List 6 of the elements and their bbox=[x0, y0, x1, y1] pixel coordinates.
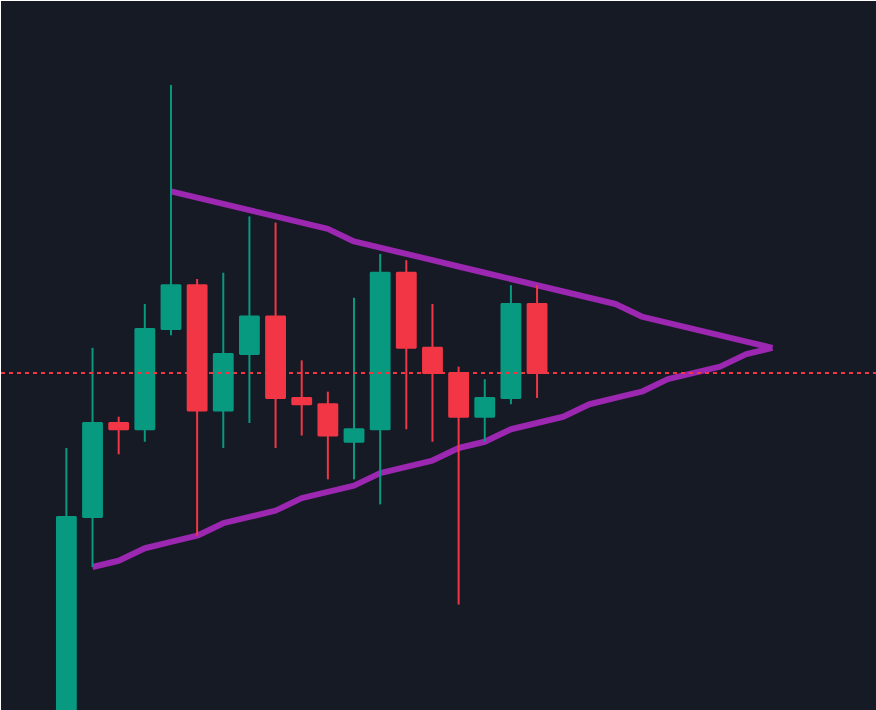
candlestick bbox=[343, 296, 365, 481]
candlestick bbox=[160, 83, 182, 337]
candlestick bbox=[474, 378, 496, 443]
candlestick bbox=[239, 215, 260, 424]
candlestick bbox=[108, 415, 130, 456]
candlestick bbox=[317, 390, 339, 481]
